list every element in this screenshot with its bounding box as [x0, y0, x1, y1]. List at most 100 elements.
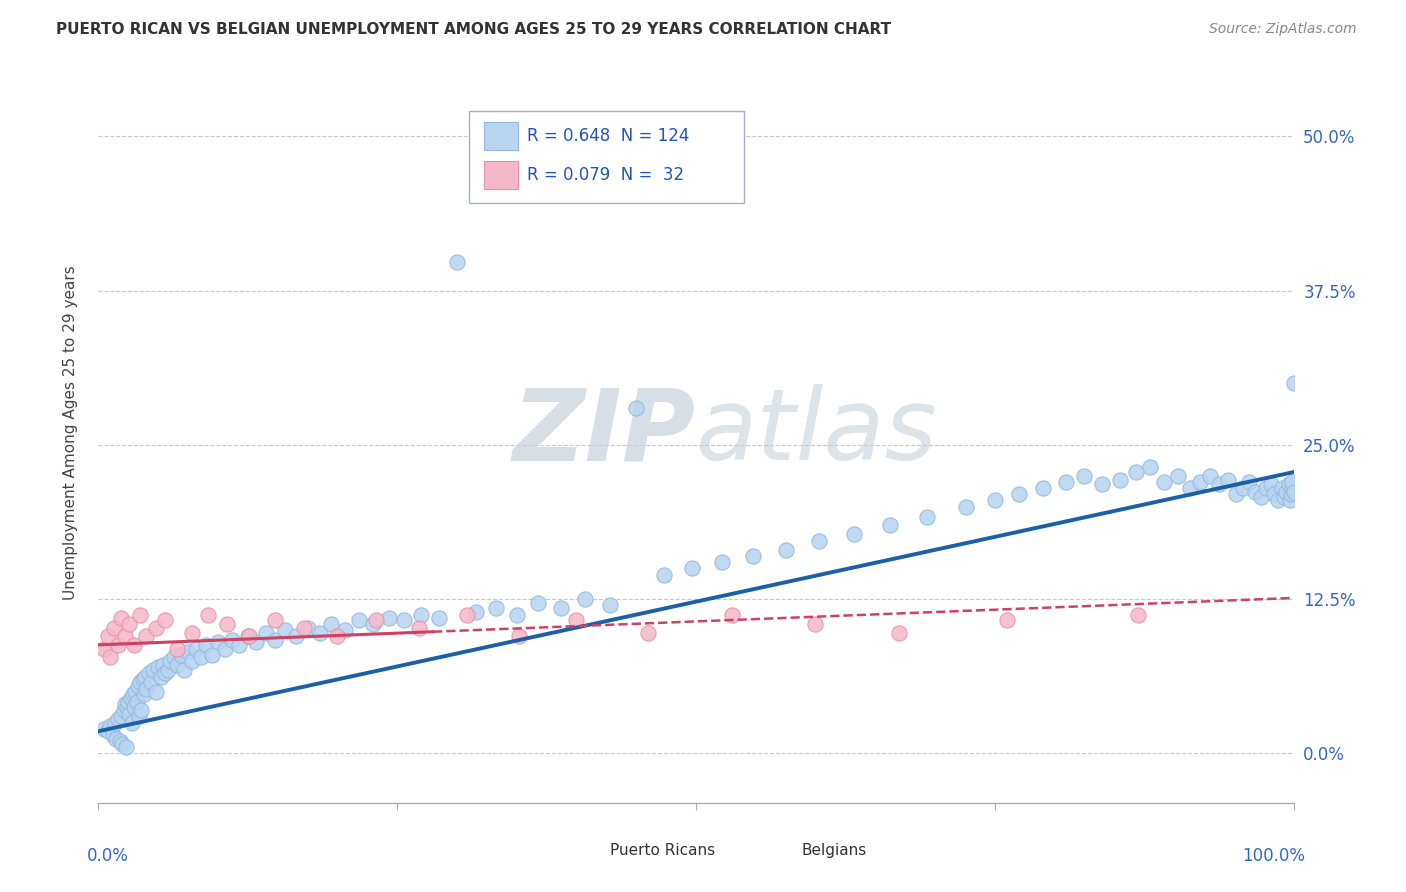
Point [138, 666, 160, 681]
Bar [485, 161, 517, 189]
Point [115, 740, 138, 755]
Point [995, 613, 1018, 627]
Point [1271, 481, 1294, 495]
Point [378, 611, 401, 625]
Point [163, 650, 186, 665]
Point [879, 518, 901, 533]
Point [139, 674, 162, 689]
Point [122, 687, 145, 701]
Point [1056, 475, 1078, 489]
Point [110, 611, 132, 625]
Point [124, 685, 146, 699]
Point [711, 555, 734, 569]
Point [984, 493, 1007, 508]
Point [111, 737, 134, 751]
Point [114, 629, 136, 643]
Point [124, 699, 146, 714]
Point [1153, 475, 1175, 489]
Point [1091, 477, 1114, 491]
Point [842, 526, 865, 541]
Point [1167, 468, 1189, 483]
Point [742, 549, 765, 563]
Point [326, 629, 349, 643]
Point [177, 645, 200, 659]
Point [1282, 484, 1305, 499]
Point [132, 687, 155, 701]
Point [1239, 475, 1261, 489]
Point [456, 608, 478, 623]
Point [105, 731, 128, 746]
Point [1225, 487, 1247, 501]
Point [1232, 481, 1254, 495]
Point [599, 599, 621, 613]
Point [1272, 490, 1295, 504]
Text: R = 0.648  N = 124: R = 0.648 N = 124 [527, 127, 690, 145]
Point [292, 621, 315, 635]
Point [190, 650, 212, 665]
Point [1278, 477, 1301, 491]
Point [565, 613, 588, 627]
Point [152, 657, 174, 672]
Point [107, 712, 129, 726]
Point [681, 561, 703, 575]
Point [1254, 481, 1277, 495]
Point [118, 706, 141, 721]
Point [129, 674, 152, 689]
Point [173, 663, 195, 677]
Point [915, 509, 938, 524]
Point [1281, 475, 1303, 489]
Point [1128, 608, 1150, 623]
Point [264, 632, 287, 647]
Point [131, 703, 153, 717]
Point [550, 600, 572, 615]
Point [145, 621, 167, 635]
Point [245, 635, 267, 649]
Point [363, 616, 385, 631]
Point [148, 660, 170, 674]
Point [110, 709, 132, 723]
Point [228, 638, 250, 652]
Point [108, 734, 131, 748]
Point [333, 623, 356, 637]
Point [156, 663, 179, 677]
Point [465, 605, 488, 619]
Point [98, 719, 122, 733]
Text: Puerto Ricans: Puerto Ricans [610, 844, 716, 858]
Point [1267, 493, 1289, 508]
Point [221, 632, 243, 647]
Point [411, 608, 433, 623]
Point [118, 616, 141, 631]
Point [135, 682, 157, 697]
Point [1008, 487, 1031, 501]
Point [114, 697, 136, 711]
Point [149, 670, 172, 684]
Point [238, 629, 260, 643]
Point [1178, 481, 1201, 495]
Point [364, 613, 387, 627]
Text: R = 0.079  N =  32: R = 0.079 N = 32 [527, 166, 685, 184]
FancyBboxPatch shape [470, 111, 744, 203]
Point [1189, 475, 1212, 489]
Point [1244, 484, 1267, 499]
Text: Belgians: Belgians [801, 844, 866, 858]
Point [107, 638, 129, 652]
Point [127, 679, 149, 693]
Point [308, 625, 330, 640]
Point [120, 690, 142, 705]
Point [93, 641, 115, 656]
Bar [485, 122, 517, 150]
Point [134, 670, 156, 684]
Point [394, 613, 416, 627]
Point [1250, 490, 1272, 504]
Point [808, 534, 831, 549]
Point [408, 621, 430, 635]
Point [207, 635, 229, 649]
Point [508, 629, 530, 643]
Text: 0.0%: 0.0% [87, 847, 128, 865]
Point [527, 596, 550, 610]
Point [170, 648, 193, 662]
Point [201, 648, 224, 662]
Point [103, 621, 125, 635]
Text: atlas: atlas [696, 384, 938, 481]
Point [446, 255, 468, 269]
